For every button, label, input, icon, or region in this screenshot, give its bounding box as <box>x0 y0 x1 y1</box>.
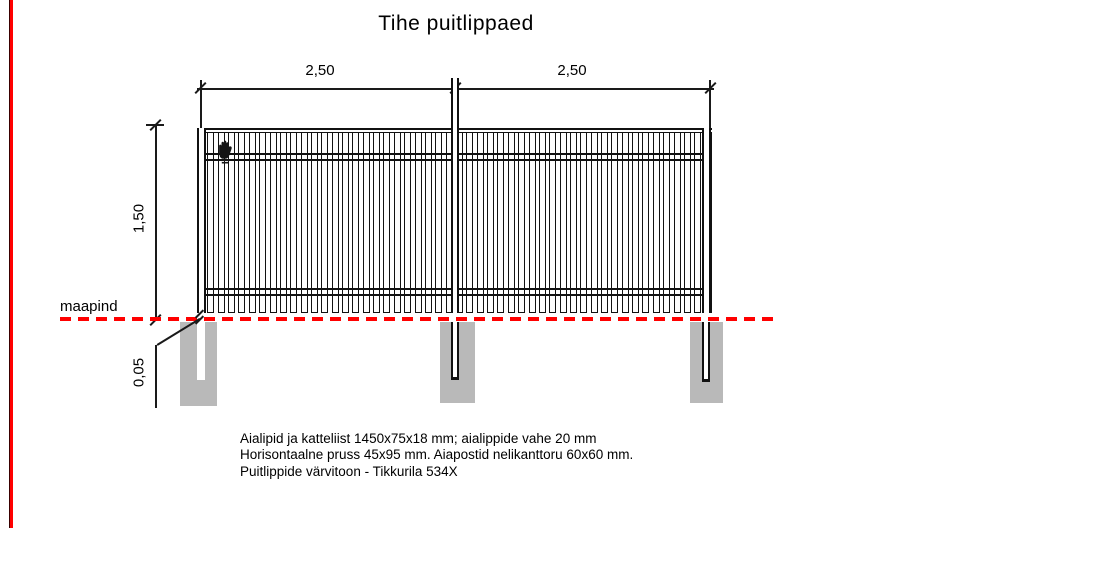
drawing-title: Tihe puitlippaed <box>378 12 534 35</box>
dim-line-height <box>155 124 157 320</box>
ground-label: maapind <box>60 298 118 315</box>
note-line: Horisontaalne pruss 45x95 mm. Aiapostid … <box>240 447 634 463</box>
dim-label-panel-left: 2,50 <box>305 62 335 79</box>
note-line: Puitlippide värvitoon - Tikkurila 534X <box>240 463 458 479</box>
dim-line-ground-gap <box>155 345 157 408</box>
dim-label-height: 1,50 <box>130 203 148 234</box>
specification-notes: Aialipid ja katteliist 1450x75x18 mm; ai… <box>240 431 633 480</box>
note-line: Aialipid ja katteliist 1450x75x18 mm; ai… <box>240 431 597 446</box>
sheet-border-line <box>9 0 13 528</box>
fence-panel <box>197 128 712 313</box>
dim-extension-left <box>200 80 202 128</box>
dim-extension-right <box>709 80 711 128</box>
fence-slats <box>197 130 712 313</box>
dim-label-ground-gap: 0,05 <box>130 357 148 388</box>
post-underground <box>702 322 710 382</box>
post-underground <box>451 322 459 380</box>
ground-dashed-line <box>60 317 778 321</box>
hand-drag-cursor-icon <box>215 137 236 171</box>
fence-post <box>702 128 711 313</box>
dim-label-panel-right: 2,50 <box>557 62 587 79</box>
fence-post <box>451 78 459 313</box>
fence-post <box>197 128 206 313</box>
post-underground <box>197 322 205 380</box>
